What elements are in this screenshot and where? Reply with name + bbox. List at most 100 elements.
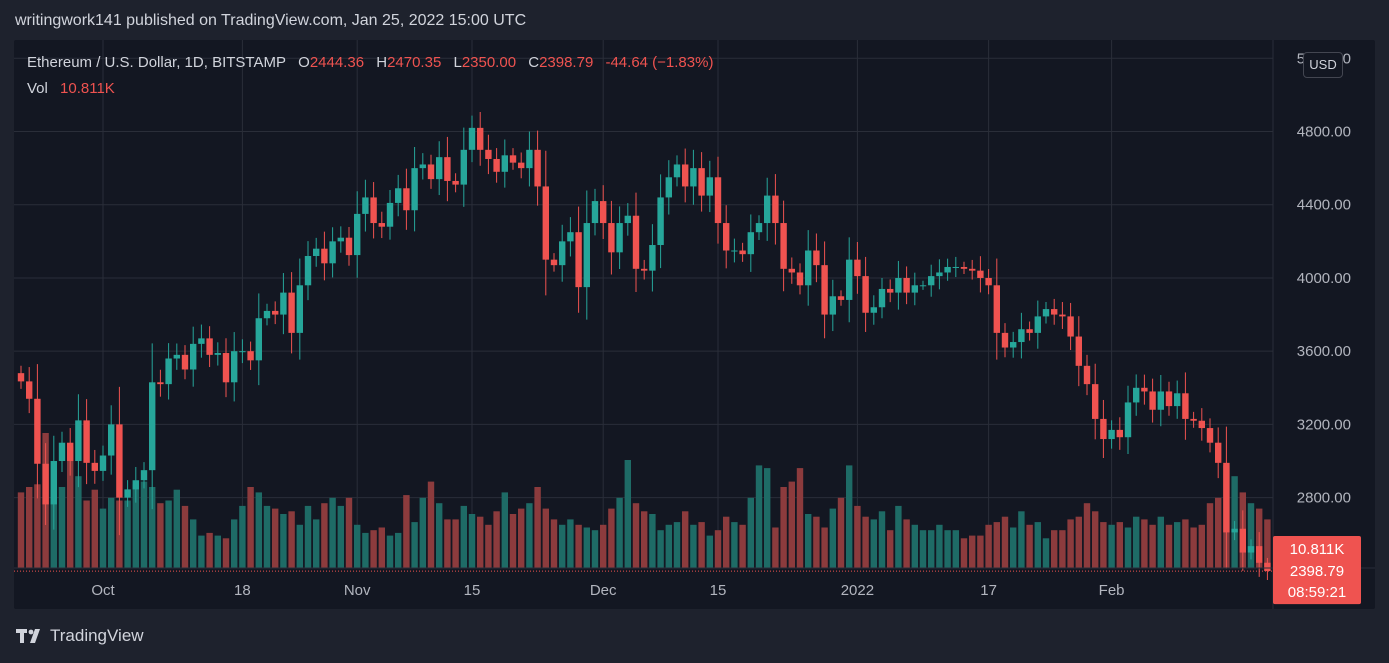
- volume-bar: [190, 519, 197, 568]
- volume-bar: [559, 524, 566, 568]
- volume-bar: [952, 530, 959, 568]
- volume-bar: [419, 497, 426, 568]
- volume-bar: [550, 519, 558, 568]
- volume-bar: [993, 522, 1000, 568]
- chart-panel[interactable]: 2800.00 3200.00 3600.00 4000.00 4400.00 4800.…: [14, 40, 1375, 609]
- volume-bar: [329, 497, 336, 568]
- candle-body: [624, 215, 631, 224]
- candle-body: [714, 177, 722, 224]
- candle-body: [985, 277, 992, 286]
- candle-body: [878, 288, 886, 308]
- time-tick-label: 15: [464, 582, 481, 599]
- candle-body: [698, 168, 705, 196]
- volume-bar: [616, 497, 623, 568]
- candlestick-chart[interactable]: 2800.00 3200.00 3600.00 4000.00 4400.00 4800.…: [14, 40, 1375, 609]
- candle-body: [124, 489, 131, 498]
- candle-body: [1083, 365, 1091, 385]
- volume-bar: [468, 514, 476, 568]
- candle-body: [1116, 429, 1123, 438]
- publish-line: writingwork141 published on TradingView.…: [15, 12, 527, 29]
- volume-bar: [1051, 530, 1058, 568]
- candle-body: [821, 265, 828, 315]
- volume-bar: [591, 530, 599, 568]
- candle-body: [419, 164, 426, 169]
- candle-body: [337, 237, 344, 242]
- candle-body: [1124, 402, 1132, 438]
- candle-body: [288, 292, 295, 333]
- candle-body: [772, 195, 779, 224]
- volume-bar: [1264, 519, 1271, 568]
- candle-body: [1223, 462, 1230, 533]
- time-tick-label: Oct: [91, 582, 115, 599]
- candle-body: [690, 168, 697, 187]
- candle-body: [944, 266, 951, 273]
- candle-body: [829, 296, 836, 315]
- volume-bar: [960, 538, 968, 568]
- volume-bar: [239, 505, 246, 568]
- candle-body: [1108, 429, 1115, 440]
- candle-body: [837, 296, 845, 300]
- candle-body: [173, 354, 180, 359]
- brand-logo[interactable]: TradingView: [16, 626, 144, 646]
- candle-body: [1182, 393, 1189, 419]
- candle-body: [706, 177, 713, 196]
- candle-body: [255, 318, 262, 361]
- candle-body: [1034, 316, 1041, 333]
- price-axis: 2800.00 3200.00 3600.00 4000.00 4400.00 4800.…: [1297, 50, 1351, 506]
- legend-vol-label: Vol: [27, 80, 48, 97]
- volume-layer: [17, 433, 1271, 568]
- volume-bar: [214, 535, 221, 568]
- volume-bar: [247, 487, 254, 568]
- volume-bar: [837, 497, 845, 568]
- volume-bar: [370, 530, 377, 568]
- candle-body: [99, 455, 107, 471]
- volume-bar: [99, 508, 107, 568]
- volume-bar: [395, 532, 402, 568]
- time-tick-label: Feb: [1099, 582, 1125, 599]
- price-tick-label: 4800.00: [1297, 124, 1351, 141]
- candle-body: [583, 223, 590, 288]
- candle-body: [649, 245, 656, 271]
- candle-body: [993, 285, 1000, 333]
- candle-body: [919, 285, 927, 287]
- volume-bar: [1059, 530, 1066, 568]
- volume-bar: [673, 522, 681, 568]
- candle-body: [887, 288, 894, 293]
- candle-body: [321, 248, 328, 264]
- volume-bar: [1182, 519, 1189, 568]
- candle-body: [567, 232, 574, 242]
- volume-bar: [690, 524, 697, 568]
- price-tick-label: 3600.00: [1297, 343, 1351, 360]
- currency-button[interactable]: USD: [1303, 52, 1343, 78]
- candle-body: [1174, 393, 1181, 407]
- candle-body: [870, 307, 877, 313]
- volume-bar: [985, 524, 992, 568]
- candle-body: [1239, 528, 1246, 553]
- volume-bar: [1067, 519, 1074, 568]
- candle-body: [1100, 418, 1107, 440]
- volume-bar: [870, 519, 877, 568]
- volume-legend: Vol 10.811K: [27, 80, 115, 97]
- candle-body: [206, 338, 213, 355]
- candle-body: [895, 277, 902, 293]
- candle-body: [26, 381, 33, 399]
- volume-bar: [362, 532, 369, 568]
- candle-body: [608, 223, 615, 253]
- volume-bar: [1165, 524, 1173, 568]
- candle-body: [903, 277, 910, 293]
- volume-bar: [206, 532, 213, 568]
- volume-bar: [813, 516, 820, 568]
- candle-body: [977, 270, 984, 278]
- candle-body: [559, 241, 566, 266]
- candle-body: [657, 197, 664, 246]
- last-price-tag: 2398.79 08:59:21: [1273, 558, 1361, 605]
- candle-body: [108, 424, 115, 456]
- candle-body: [231, 351, 238, 383]
- time-tick-label: 2022: [841, 582, 874, 599]
- countdown-label: 08:59:21: [1288, 584, 1346, 601]
- volume-bar: [1034, 522, 1041, 568]
- volume-bar: [108, 497, 115, 568]
- price-tick-label: 2800.00: [1297, 490, 1351, 507]
- candle-body: [17, 373, 25, 382]
- volume-bar: [583, 527, 590, 568]
